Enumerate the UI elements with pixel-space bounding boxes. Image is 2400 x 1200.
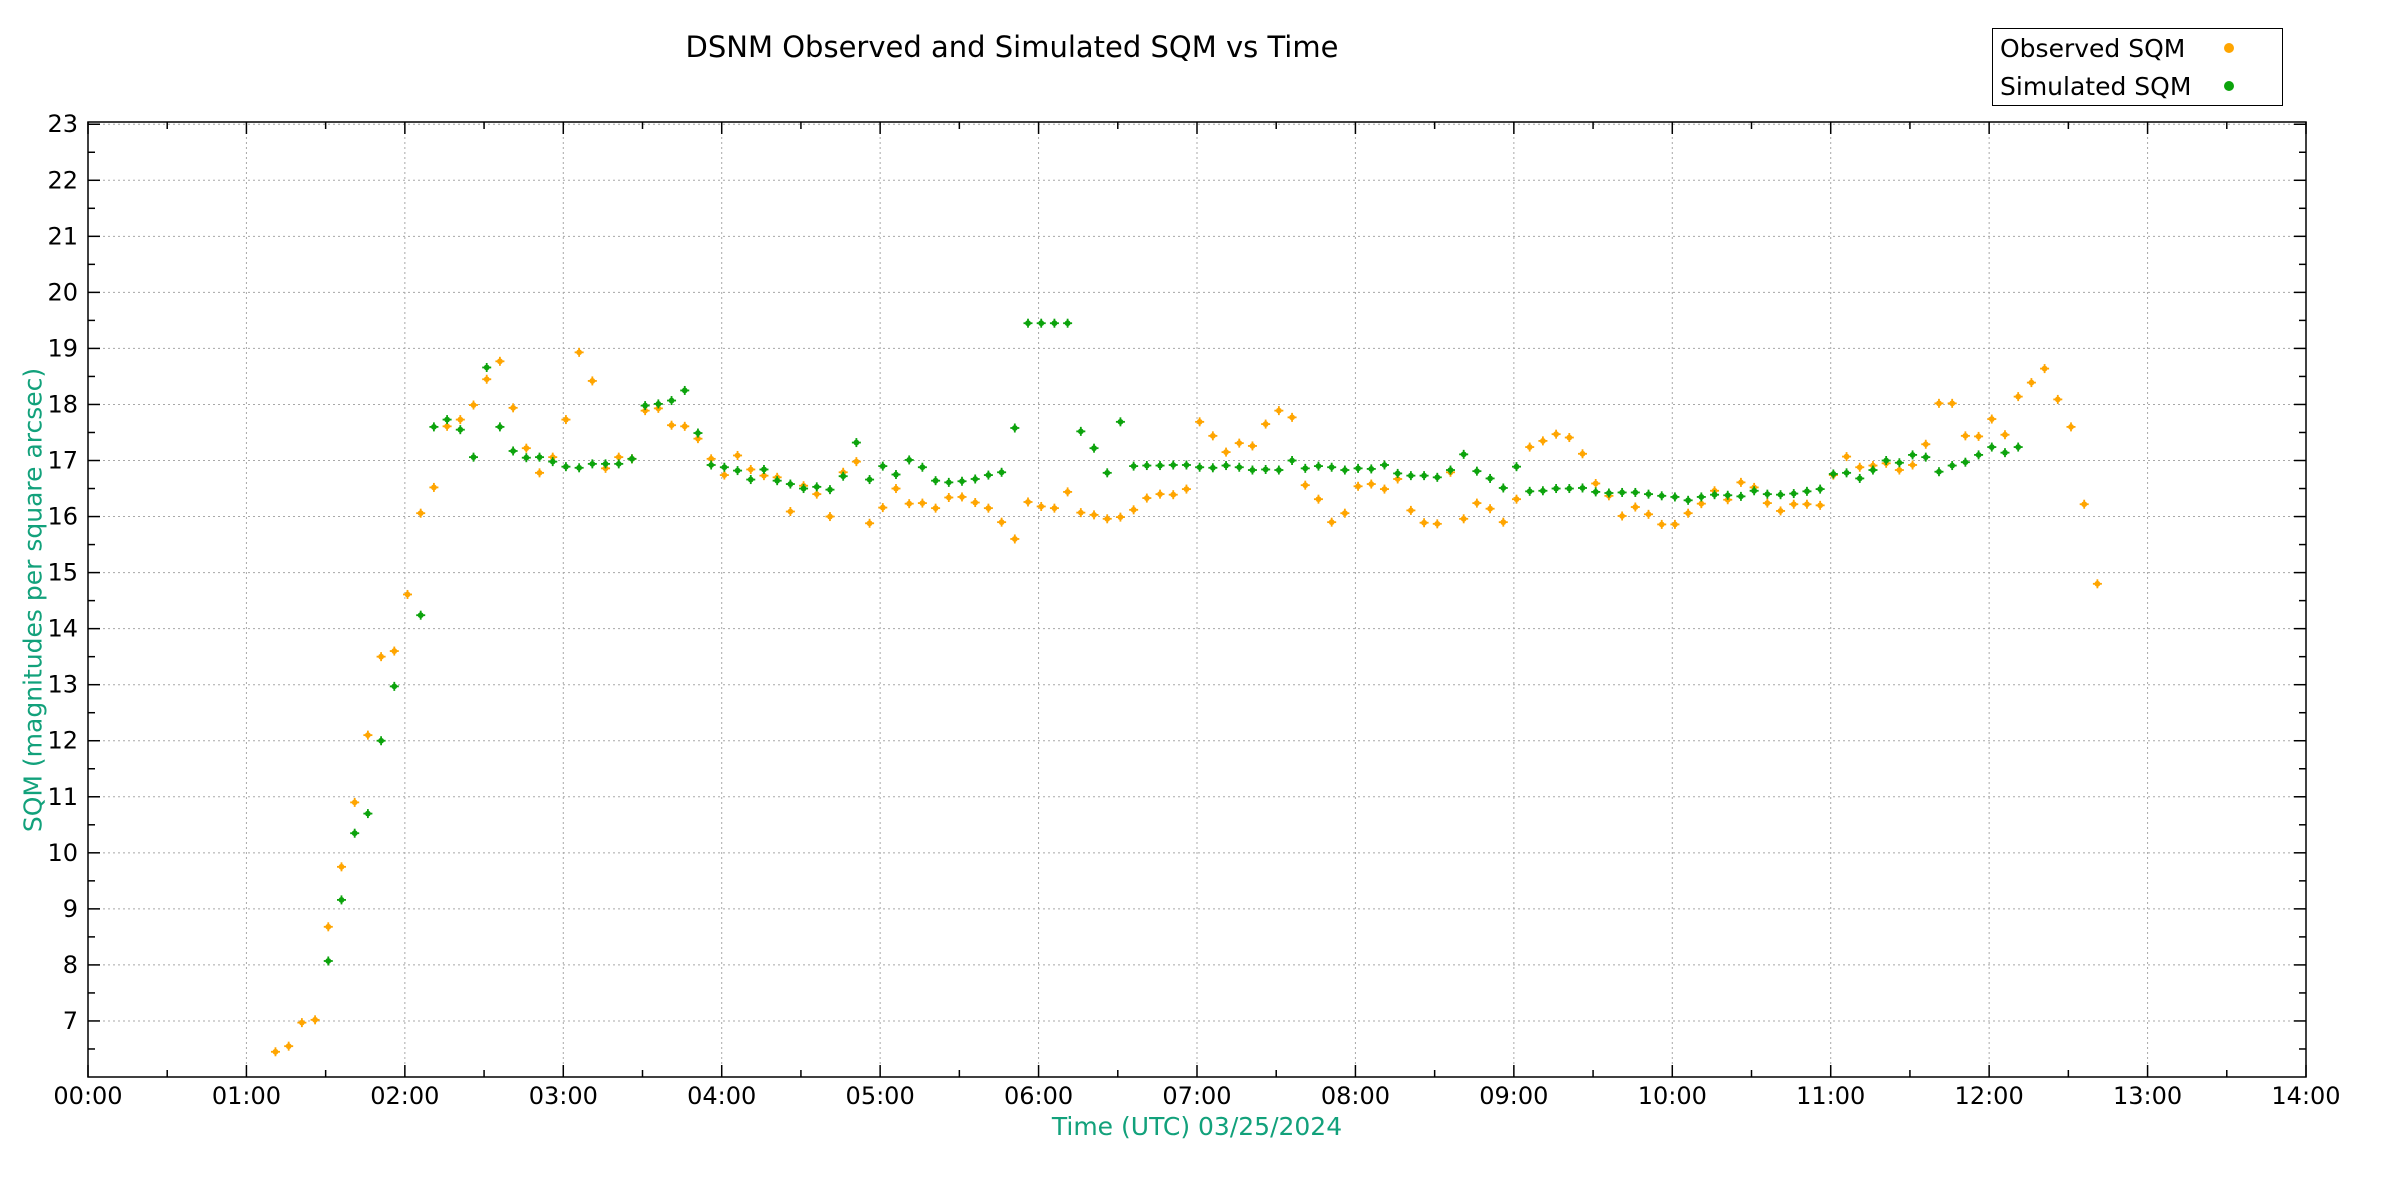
svg-text:12:00: 12:00 [1955, 1082, 2024, 1110]
y-tick-labels: 7 8 9 10 11 12 13 14 15 16 17 18 19 20 21 22 23 [47, 110, 78, 1035]
svg-text:7: 7 [63, 1007, 78, 1035]
svg-text:11: 11 [47, 783, 78, 811]
svg-text:18: 18 [47, 390, 78, 418]
svg-text:03:00: 03:00 [529, 1082, 598, 1110]
simulated-series [323, 318, 2023, 966]
svg-text:22: 22 [47, 166, 78, 194]
svg-text:19: 19 [47, 334, 78, 362]
svg-text:12: 12 [47, 727, 78, 755]
legend: Observed SQM Simulated SQM [1992, 28, 2283, 106]
svg-text:06:00: 06:00 [1004, 1082, 1073, 1110]
observed-series [270, 347, 2102, 1057]
svg-text:13: 13 [47, 671, 78, 699]
svg-text:17: 17 [47, 447, 78, 475]
svg-text:15: 15 [47, 559, 78, 587]
legend-label-observed: Observed SQM [2000, 33, 2186, 63]
svg-text:8: 8 [63, 951, 78, 979]
svg-text:11:00: 11:00 [1796, 1082, 1865, 1110]
svg-text:21: 21 [47, 222, 78, 250]
svg-text:16: 16 [47, 503, 78, 531]
simulated-marker-icon [2224, 81, 2234, 91]
legend-item-simulated: Simulated SQM [1993, 67, 2282, 105]
legend-item-observed: Observed SQM [1993, 29, 2282, 67]
svg-text:14: 14 [47, 615, 78, 643]
gridlines [88, 122, 2306, 1077]
x-tick-labels: 00:00 01:00 02:00 03:00 04:00 05:00 06:00 07:00… [53, 1082, 2340, 1110]
svg-text:14:00: 14:00 [2271, 1082, 2340, 1110]
y-axis-title: SQM (magnitudes per square arcsec) [18, 367, 48, 833]
observed-marker-icon [2224, 43, 2234, 53]
x-axis-title: Time (UTC) 03/25/2024 [1051, 1112, 1343, 1141]
svg-text:01:00: 01:00 [212, 1082, 281, 1110]
svg-text:02:00: 02:00 [370, 1082, 439, 1110]
svg-text:08:00: 08:00 [1321, 1082, 1390, 1110]
svg-text:10:00: 10:00 [1638, 1082, 1707, 1110]
svg-text:05:00: 05:00 [846, 1082, 915, 1110]
svg-text:9: 9 [63, 895, 78, 923]
svg-text:09:00: 09:00 [1479, 1082, 1548, 1110]
svg-text:23: 23 [47, 110, 78, 138]
legend-label-simulated: Simulated SQM [2000, 71, 2192, 101]
svg-text:20: 20 [47, 278, 78, 306]
svg-text:07:00: 07:00 [1162, 1082, 1231, 1110]
svg-text:10: 10 [47, 839, 78, 867]
svg-text:04:00: 04:00 [687, 1082, 756, 1110]
chart-title: DSNM Observed and Simulated SQM vs Time [685, 30, 1339, 64]
svg-text:13:00: 13:00 [2113, 1082, 2182, 1110]
axis-ticks [87, 122, 2307, 1077]
svg-text:00:00: 00:00 [53, 1082, 122, 1110]
